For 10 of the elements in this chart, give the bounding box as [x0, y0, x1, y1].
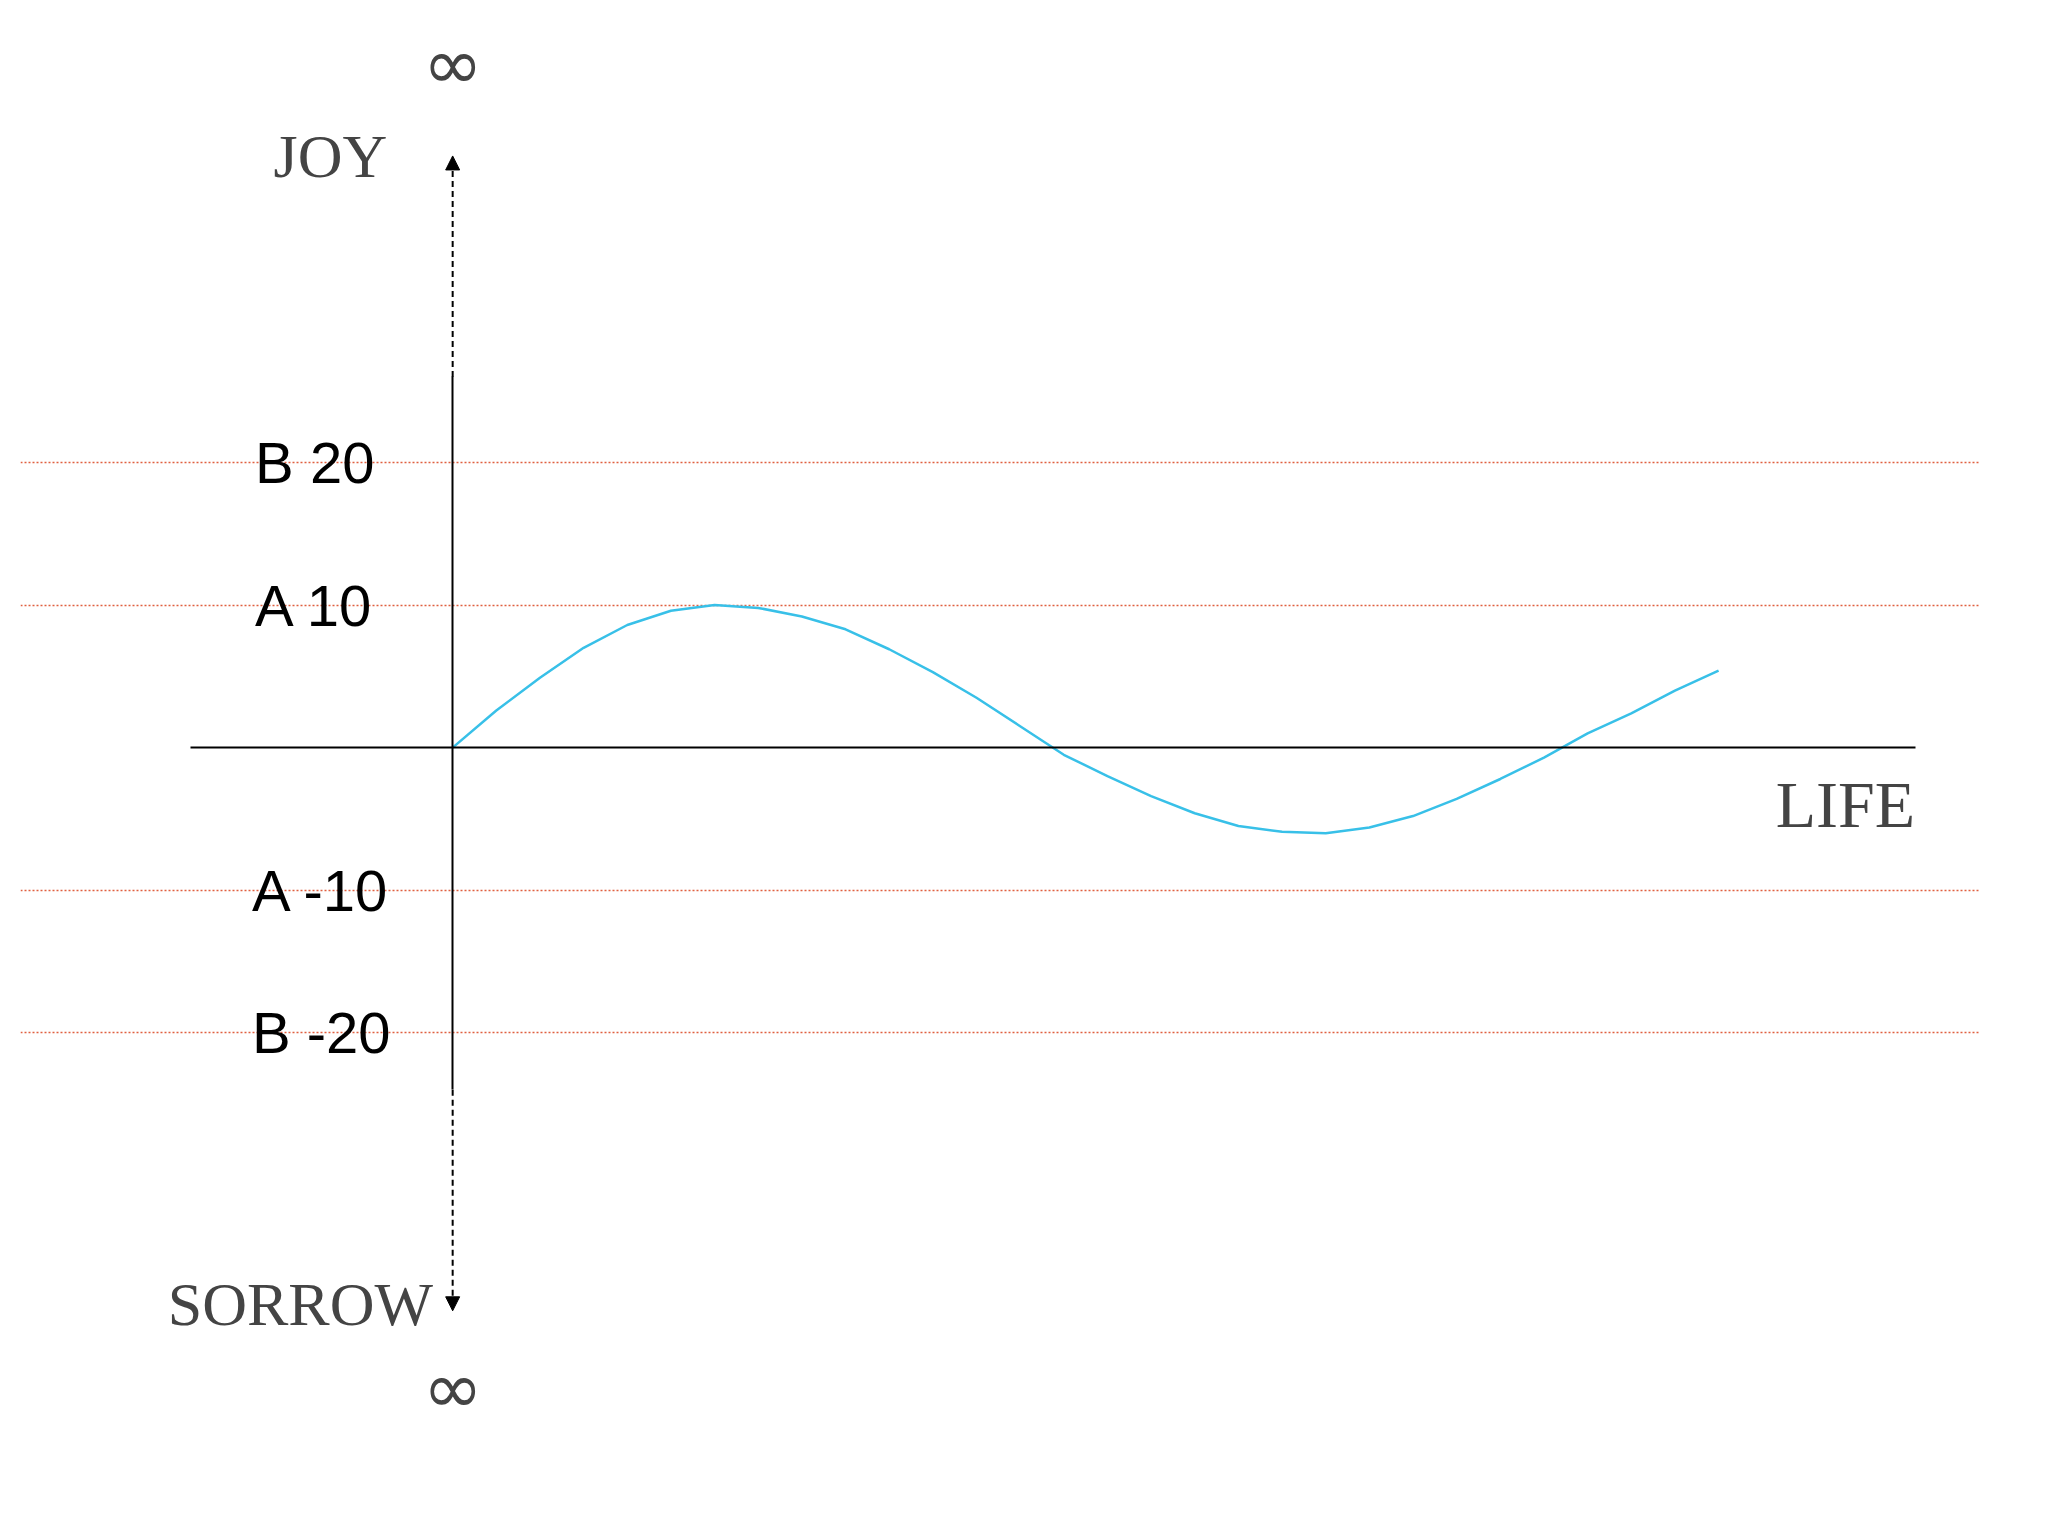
- text: SORROW: [167, 1269, 434, 1338]
- y-tick-label: A -10: [251, 857, 388, 923]
- y-tick-label: B -20: [251, 1000, 391, 1066]
- x-axis-title: LIFE: [1775, 767, 1916, 841]
- line-series: [451, 603, 1720, 835]
- y-tick-label: A 10: [255, 572, 372, 638]
- text: ∞: [422, 22, 483, 107]
- text: ∞: [422, 1346, 483, 1431]
- text: JOY: [273, 121, 388, 190]
- y-tick-label: B 20: [255, 429, 375, 495]
